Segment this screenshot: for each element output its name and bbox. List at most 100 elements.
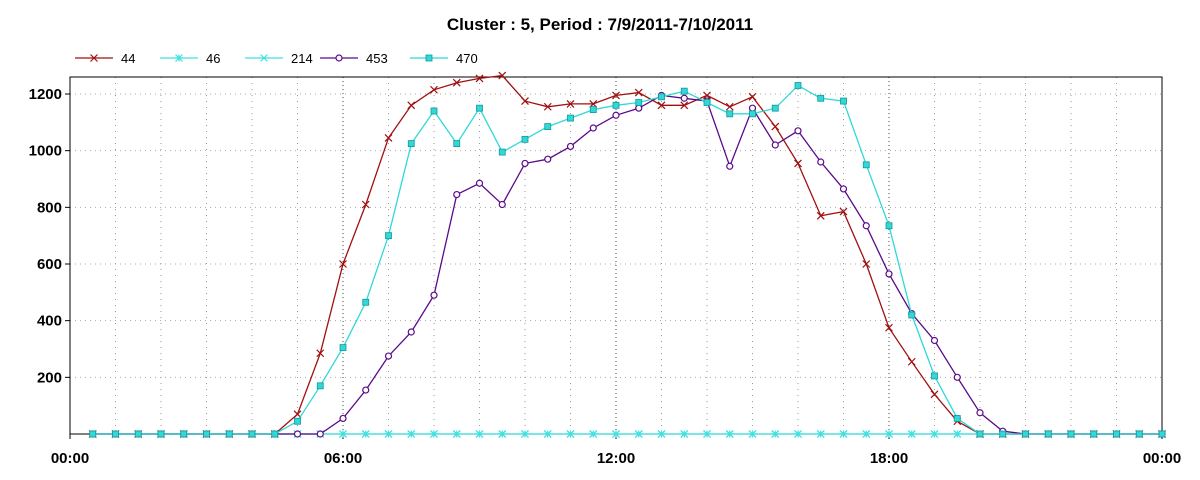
y-axis: 200 400 600 800 1000 1200 <box>29 86 70 386</box>
data-point-470 <box>885 222 893 230</box>
data-point-470 <box>658 93 665 101</box>
data-point-470 <box>225 430 233 438</box>
y-tick-label: 400 <box>37 313 62 330</box>
legend-marker <box>90 54 98 62</box>
data-point-453 <box>748 104 757 112</box>
data-point-470 <box>1044 430 1052 438</box>
data-point-470 <box>294 417 301 425</box>
data-point-214 <box>498 430 507 438</box>
data-point-470 <box>1158 430 1166 438</box>
data-point-453 <box>862 222 870 230</box>
data-point-214 <box>794 430 802 438</box>
data-point-44 <box>543 102 552 111</box>
data-point-214 <box>953 430 962 438</box>
data-point-453 <box>794 127 802 135</box>
data-point-470 <box>89 430 97 438</box>
data-point-470 <box>703 99 711 106</box>
data-point-470 <box>134 430 142 438</box>
data-point-453 <box>384 352 393 360</box>
data-point-44 <box>657 101 666 110</box>
data-point-453 <box>566 142 575 151</box>
x-tick-label: 12:00 <box>597 450 635 467</box>
data-point-214 <box>907 430 916 438</box>
legend-label: 44 <box>121 51 135 66</box>
data-point-453 <box>839 185 848 193</box>
data-point-44 <box>498 71 507 80</box>
data-point-453 <box>475 179 484 187</box>
data-point-44 <box>521 97 529 106</box>
legend-item-470: 470 <box>410 51 478 66</box>
data-point-214 <box>703 430 711 438</box>
data-point-214 <box>612 430 620 438</box>
legend-marker <box>335 54 343 62</box>
data-point-470 <box>544 123 552 130</box>
legend-marker <box>260 54 268 62</box>
legend-item-214: 214 <box>245 51 313 66</box>
data-point-453 <box>362 386 370 394</box>
data-point-44 <box>634 88 643 97</box>
data-point-470 <box>180 430 188 438</box>
data-point-214 <box>816 430 825 438</box>
x-tick-label: 00:00 <box>51 450 89 467</box>
data-point-453 <box>544 155 552 163</box>
data-point-44 <box>475 74 484 83</box>
data-point-214 <box>680 430 689 438</box>
data-point-453 <box>930 336 939 345</box>
series-line-470 <box>92 84 1162 435</box>
y-tick-label: 1200 <box>29 86 62 103</box>
x-axis: 00:00 06:00 12:00 18:00 00:00 <box>51 434 1181 467</box>
data-point-44 <box>566 99 575 108</box>
data-point-453 <box>316 430 324 438</box>
data-point-44 <box>452 78 461 87</box>
data-point-453 <box>521 159 529 168</box>
legend-label: 46 <box>206 51 220 66</box>
data-point-44 <box>816 211 825 220</box>
data-point-214 <box>521 430 529 438</box>
data-point-453 <box>339 414 347 423</box>
series-470 <box>89 82 1166 438</box>
data-point-470 <box>931 372 938 380</box>
plot-area-frame <box>69 76 1163 435</box>
data-point-44 <box>430 85 438 94</box>
data-point-453 <box>430 291 438 299</box>
series-layer <box>88 71 1166 438</box>
data-point-470 <box>498 148 506 156</box>
series-453 <box>89 91 1166 438</box>
data-point-470 <box>862 161 870 169</box>
data-point-44 <box>930 390 939 399</box>
data-point-470 <box>589 106 597 113</box>
data-point-470 <box>567 114 574 122</box>
data-point-453 <box>293 430 302 438</box>
data-point-44 <box>771 122 780 131</box>
data-point-470 <box>339 344 347 351</box>
data-point-470 <box>203 430 210 438</box>
data-point-470 <box>407 140 415 147</box>
series-44 <box>88 71 1166 438</box>
y-tick-label: 200 <box>37 369 62 386</box>
data-point-453 <box>680 94 688 102</box>
chart-title: Cluster : 5, Period : 7/9/2011-7/10/2011 <box>447 15 753 34</box>
data-point-453 <box>953 373 961 381</box>
legend-item-453: 453 <box>320 51 388 66</box>
data-point-214 <box>839 430 848 438</box>
data-point-470 <box>1022 430 1029 438</box>
data-point-470 <box>840 97 847 105</box>
data-point-470 <box>749 110 756 118</box>
data-point-453 <box>453 190 461 199</box>
data-point-470 <box>680 87 688 95</box>
data-point-44 <box>316 349 325 358</box>
data-point-470 <box>1135 430 1143 438</box>
data-point-453 <box>771 141 779 149</box>
data-point-470 <box>157 430 165 438</box>
data-point-453 <box>407 328 415 336</box>
data-point-470 <box>612 101 620 109</box>
data-point-453 <box>885 270 893 278</box>
data-point-214 <box>566 430 575 438</box>
data-point-470 <box>771 104 779 112</box>
data-point-453 <box>976 409 984 417</box>
data-point-453 <box>726 162 734 170</box>
series-line-453 <box>92 94 1162 435</box>
data-point-470 <box>726 110 734 118</box>
data-point-214 <box>407 430 416 438</box>
data-point-44 <box>384 133 393 142</box>
